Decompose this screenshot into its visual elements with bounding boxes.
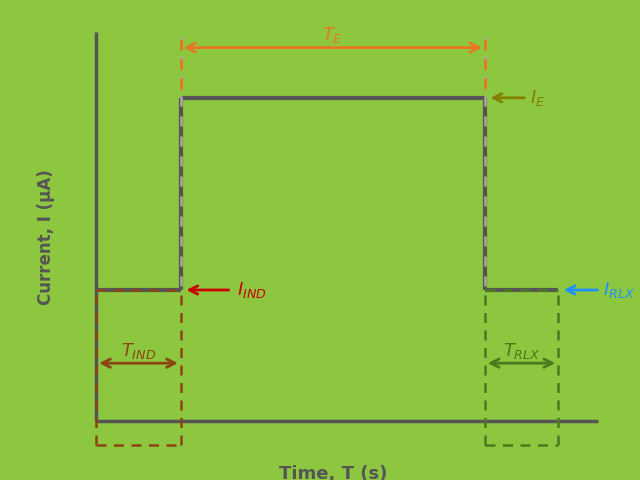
Text: $I_{IND}$: $I_{IND}$ (237, 280, 267, 300)
Text: $I_{RLX}$: $I_{RLX}$ (603, 280, 635, 300)
Text: $I_E$: $I_E$ (530, 88, 545, 108)
Text: $T_E$: $T_E$ (323, 25, 343, 46)
Text: Time, T (s): Time, T (s) (278, 465, 387, 480)
Text: $T_{RLX}$: $T_{RLX}$ (502, 341, 540, 361)
Text: $T_{IND}$: $T_{IND}$ (121, 341, 156, 361)
Text: Current, I (μA): Current, I (μA) (36, 170, 54, 305)
